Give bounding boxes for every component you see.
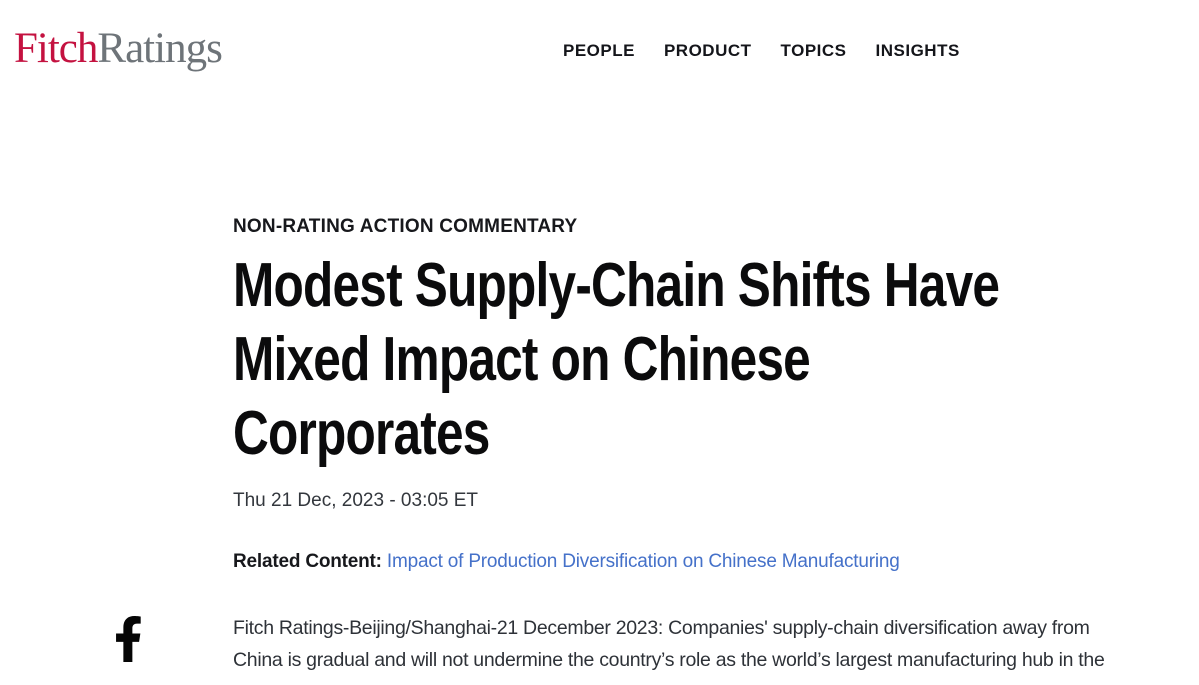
nav-link-people[interactable]: PEOPLE [563,41,635,60]
logo-text-secondary: Ratings [97,25,222,72]
nav-link-topics[interactable]: TOPICS [780,41,847,60]
nav-item-topics: TOPICS [781,41,847,61]
article-kicker: NON-RATING ACTION COMMENTARY [233,216,578,237]
article-title-line-1: Modest Supply-Chain Shifts Have [233,251,1000,320]
logo-text-primary: Fitch [14,25,98,72]
publish-date: Thu 21 Dec, 2023 - 03:05 ET [233,490,479,511]
article-body-line-2: China is gradual and will not undermine … [233,648,1105,671]
article-body: Fitch Ratings-Beijing/Shanghai-21 Decemb… [233,613,1163,676]
article-body-line-1: Fitch Ratings-Beijing/Shanghai-21 Decemb… [233,617,1090,639]
article-title-line-2: Mixed Impact on Chinese [233,325,811,394]
facebook-icon [114,616,141,662]
share-rail [114,616,141,662]
related-content-link[interactable]: Impact of Production Diversification on … [386,551,900,572]
related-content-row: Related Content: Impact of Production Di… [233,549,1163,575]
main-nav: PEOPLE PRODUCT TOPICS INSIGHTS [563,41,960,61]
nav-item-product: PRODUCT [664,41,752,61]
facebook-share-button[interactable] [114,616,141,662]
article-title-line-3: Corporates [233,399,490,468]
nav-link-product[interactable]: PRODUCT [663,41,752,60]
nav-item-people: PEOPLE [563,41,635,61]
article: NON-RATING ACTION COMMENTARY Modest Supp… [233,215,1163,676]
fitch-ratings-logo[interactable]: FitchRatings [14,24,223,73]
related-content-label: Related Content: [233,551,382,572]
nav-item-insights: INSIGHTS [876,41,960,61]
site-header: FitchRatings PEOPLE PRODUCT TOPICS INSIG… [0,0,1199,110]
nav-link-insights[interactable]: INSIGHTS [875,41,960,60]
article-title: Modest Supply-Chain Shifts Have Mixed Im… [233,249,1000,471]
